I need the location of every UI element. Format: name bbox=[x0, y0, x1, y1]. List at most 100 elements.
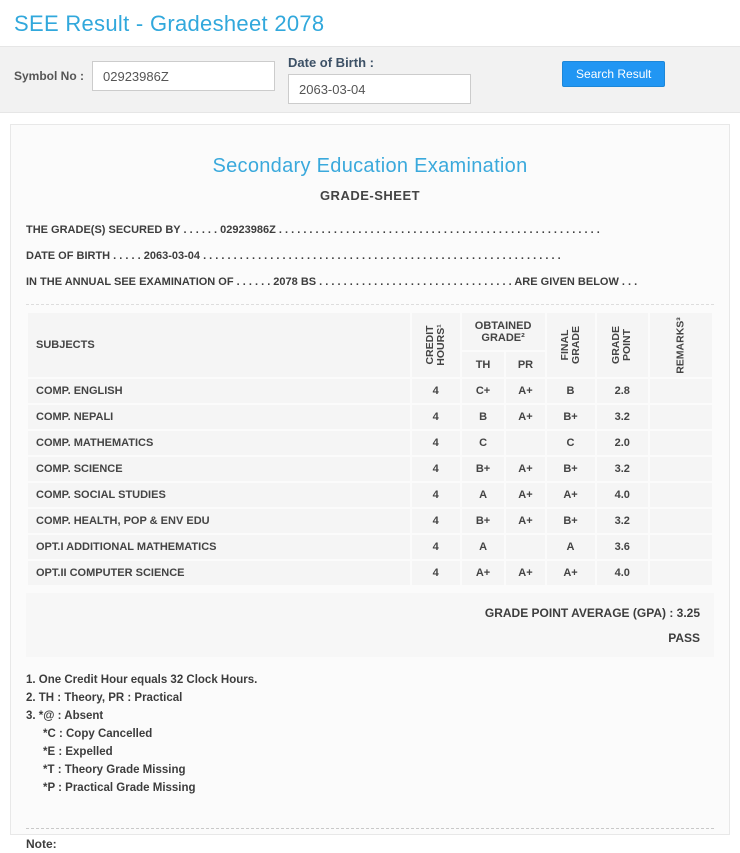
remarks-value bbox=[650, 483, 712, 507]
subject-name: COMP. ENGLISH bbox=[28, 379, 410, 403]
footnote-expelled: *E : Expelled bbox=[43, 746, 113, 758]
remarks-value bbox=[650, 509, 712, 533]
th-grade-value: A+ bbox=[461, 561, 505, 585]
intro-line-date-of-birth: DATE OF BIRTH . . . . . 2063-03-04 . . .… bbox=[26, 250, 561, 262]
remarks-value bbox=[650, 561, 712, 585]
footnote-theory-missing: *T : Theory Grade Missing bbox=[43, 764, 186, 776]
gradesheet-card: Secondary Education Examination GRADE-SH… bbox=[10, 124, 730, 851]
page-title: SEE Result - Gradesheet 2078 bbox=[14, 11, 325, 36]
th-grade-value: A bbox=[461, 535, 505, 559]
th-grade-value: C bbox=[461, 431, 505, 455]
pr-grade-value: A+ bbox=[506, 379, 545, 403]
footnote-copy-cancelled: *C : Copy Cancelled bbox=[43, 728, 153, 740]
final-grade-value: A bbox=[546, 535, 595, 559]
final-grade-value: B+ bbox=[546, 457, 595, 481]
col-header-grade-point: GRADE POINT bbox=[596, 313, 648, 377]
pr-grade-value: A+ bbox=[506, 457, 545, 481]
grade-point-value: 3.2 bbox=[596, 405, 648, 429]
remarks-value bbox=[650, 379, 712, 403]
pr-grade-value bbox=[506, 535, 545, 559]
remarks-value bbox=[650, 405, 712, 429]
credit-hours-value: 4 bbox=[411, 509, 460, 533]
col-header-th: TH bbox=[461, 352, 505, 377]
footnotes: 1. One Credit Hour equals 32 Clock Hours… bbox=[26, 671, 714, 797]
credit-hours-value: 4 bbox=[411, 561, 460, 585]
th-grade-value: C+ bbox=[461, 379, 505, 403]
grades-table: SUBJECTS CREDIT HOURS¹ OBTAINED GRADE² F… bbox=[26, 311, 714, 587]
footnote-absent: 3. *@ : Absent bbox=[26, 710, 104, 722]
subject-name: OPT.I ADDITIONAL MATHEMATICS bbox=[28, 535, 410, 559]
col-header-remarks: REMARKS³ bbox=[650, 313, 712, 377]
sheet-subtitle: GRADE-SHEET bbox=[319, 188, 421, 203]
note-label: Note: bbox=[26, 837, 57, 851]
table-row: COMP. SCIENCE 4 B+ A+ B+ 3.2 bbox=[28, 457, 712, 481]
grade-point-value: 4.0 bbox=[596, 483, 648, 507]
subject-name: COMP. SOCIAL STUDIES bbox=[28, 483, 410, 507]
table-row: COMP. ENGLISH 4 C+ A+ B 2.8 bbox=[28, 379, 712, 403]
subject-name: COMP. MATHEMATICS bbox=[28, 431, 410, 455]
footnote-th-pr: 2. TH : Theory, PR : Practical bbox=[26, 692, 183, 704]
search-form: Symbol No : Date of Birth : Search Resul… bbox=[0, 46, 740, 113]
symbol-no-input[interactable] bbox=[92, 61, 276, 91]
th-grade-value: B bbox=[461, 405, 505, 429]
date-of-birth-group: Date of Birth : bbox=[288, 55, 472, 104]
remarks-value bbox=[650, 431, 712, 455]
grade-point-value: 2.0 bbox=[596, 431, 648, 455]
gpa-line: GRADE POINT AVERAGE (GPA) : 3.25 bbox=[484, 606, 700, 620]
symbol-no-label: Symbol No : bbox=[14, 69, 85, 83]
pr-grade-value: A+ bbox=[506, 483, 545, 507]
remarks-label: REMARKS³ bbox=[674, 317, 687, 374]
footnote-practical-missing: *P : Practical Grade Missing bbox=[43, 782, 196, 794]
subject-name: OPT.II COMPUTER SCIENCE bbox=[28, 561, 410, 585]
grade-point-value: 3.2 bbox=[596, 457, 648, 481]
subject-name: COMP. SCIENCE bbox=[28, 457, 410, 481]
search-result-button[interactable]: Search Result bbox=[562, 61, 666, 87]
footnote-credit-hour: 1. One Credit Hour equals 32 Clock Hours… bbox=[26, 674, 258, 686]
final-grade-label: FINAL GRADE bbox=[558, 326, 582, 364]
grade-point-value: 3.2 bbox=[596, 509, 648, 533]
subject-name: COMP. HEALTH, POP & ENV EDU bbox=[28, 509, 410, 533]
col-header-obtained-grade: OBTAINED GRADE² bbox=[461, 313, 545, 351]
pr-grade-value: A+ bbox=[506, 405, 545, 429]
date-of-birth-input[interactable] bbox=[288, 74, 472, 104]
grade-point-value: 3.6 bbox=[596, 535, 648, 559]
table-row: COMP. SOCIAL STUDIES 4 A A+ A+ 4.0 bbox=[28, 483, 712, 507]
pr-grade-value bbox=[506, 431, 545, 455]
th-grade-value: B+ bbox=[461, 457, 505, 481]
grade-point-value: 2.8 bbox=[596, 379, 648, 403]
credit-hours-value: 4 bbox=[411, 405, 460, 429]
table-row: COMP. MATHEMATICS 4 C C 2.0 bbox=[28, 431, 712, 455]
grade-point-label: GRADE POINT bbox=[610, 326, 634, 364]
credit-hours-value: 4 bbox=[411, 431, 460, 455]
remarks-value bbox=[650, 457, 712, 481]
credit-hours-value: 4 bbox=[411, 535, 460, 559]
credit-hours-label: CREDIT HOURS¹ bbox=[423, 324, 447, 366]
note-section: Note: This Sheet is for general idea of … bbox=[26, 828, 714, 853]
final-grade-value: A+ bbox=[546, 483, 595, 507]
table-row: OPT.I ADDITIONAL MATHEMATICS 4 A A 3.6 bbox=[28, 535, 712, 559]
intro-line-examination-of: IN THE ANNUAL SEE EXAMINATION OF . . . .… bbox=[26, 276, 638, 288]
result-summary: GRADE POINT AVERAGE (GPA) : 3.25 PASS bbox=[26, 593, 714, 657]
intro-line-secured-by: THE GRADE(S) SECURED BY . . . . . . 0292… bbox=[26, 224, 600, 236]
grade-point-value: 4.0 bbox=[596, 561, 648, 585]
credit-hours-value: 4 bbox=[411, 379, 460, 403]
final-grade-value: B+ bbox=[546, 405, 595, 429]
col-header-final-grade: FINAL GRADE bbox=[546, 313, 595, 377]
subject-name: COMP. NEPALI bbox=[28, 405, 410, 429]
final-grade-value: B bbox=[546, 379, 595, 403]
col-header-pr: PR bbox=[506, 352, 545, 377]
table-row: OPT.II COMPUTER SCIENCE 4 A+ A+ A+ 4.0 bbox=[28, 561, 712, 585]
final-grade-value: A+ bbox=[546, 561, 595, 585]
pr-grade-value: A+ bbox=[506, 509, 545, 533]
intro-lines: THE GRADE(S) SECURED BY . . . . . . 0292… bbox=[26, 217, 714, 305]
final-grade-value: B+ bbox=[546, 509, 595, 533]
final-grade-value: C bbox=[546, 431, 595, 455]
exam-title: Secondary Education Examination bbox=[212, 155, 528, 177]
th-grade-value: A bbox=[461, 483, 505, 507]
col-header-subjects: SUBJECTS bbox=[28, 313, 410, 377]
pr-grade-value: A+ bbox=[506, 561, 545, 585]
th-grade-value: B+ bbox=[461, 509, 505, 533]
col-header-credit-hours: CREDIT HOURS¹ bbox=[411, 313, 460, 377]
remarks-value bbox=[650, 535, 712, 559]
table-row: COMP. NEPALI 4 B A+ B+ 3.2 bbox=[28, 405, 712, 429]
